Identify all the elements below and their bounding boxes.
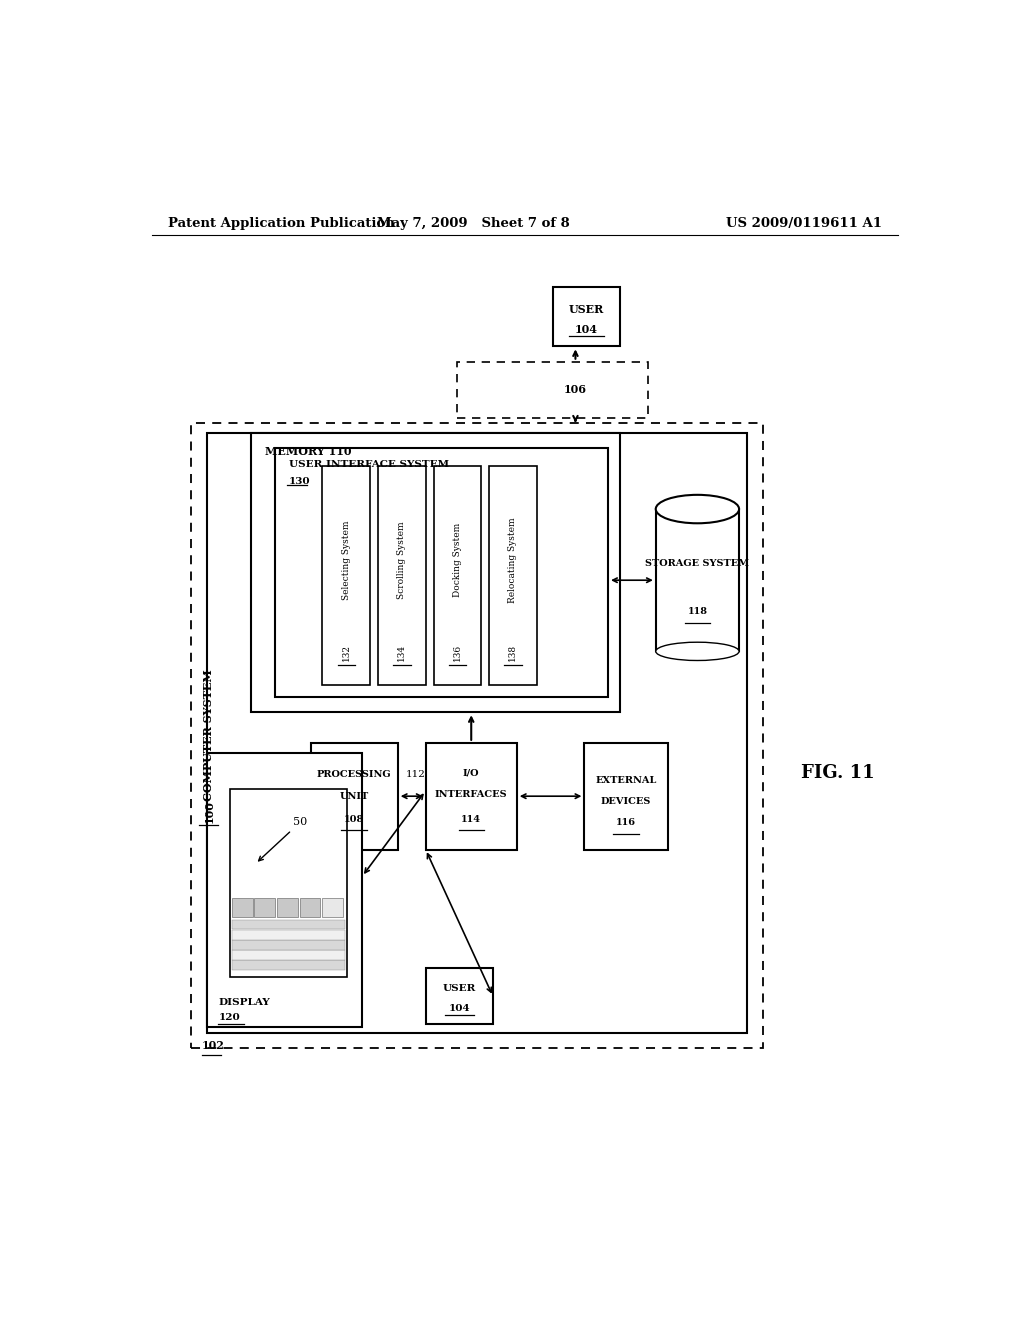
Text: 112: 112 [406,771,425,779]
Text: DEVICES: DEVICES [601,797,651,807]
Text: DISPLAY: DISPLAY [218,998,270,1007]
FancyBboxPatch shape [426,743,517,850]
FancyBboxPatch shape [232,960,345,970]
Text: EXTERNAL: EXTERNAL [595,776,656,784]
Text: STORAGE SYSTEM: STORAGE SYSTEM [645,558,750,568]
Text: USER: USER [568,305,604,315]
FancyBboxPatch shape [310,743,397,850]
Text: COMPUTER SYSTEM: COMPUTER SYSTEM [204,669,214,801]
Text: 136: 136 [453,644,462,661]
Text: 100: 100 [204,800,214,822]
FancyBboxPatch shape [655,510,739,651]
Text: Scrolling System: Scrolling System [397,521,407,599]
Text: 102: 102 [202,1040,224,1051]
Text: Patent Application Publication: Patent Application Publication [168,216,394,230]
Text: 134: 134 [397,644,407,661]
FancyBboxPatch shape [553,288,620,346]
FancyBboxPatch shape [378,466,426,685]
FancyBboxPatch shape [323,898,343,917]
Text: USER: USER [442,983,476,993]
Text: Relocating System: Relocating System [508,517,517,603]
Text: FIG. 11: FIG. 11 [802,764,876,783]
FancyBboxPatch shape [274,447,608,697]
FancyBboxPatch shape [232,940,345,949]
Text: 104: 104 [574,325,598,335]
FancyBboxPatch shape [585,743,668,850]
Text: INTERFACES: INTERFACES [435,789,508,799]
Text: Selecting System: Selecting System [342,520,351,601]
FancyBboxPatch shape [458,362,648,417]
Text: 106: 106 [564,384,587,395]
Text: 114: 114 [461,816,481,824]
Text: UNIT: UNIT [340,792,369,801]
FancyBboxPatch shape [426,969,494,1024]
Text: 104: 104 [449,1005,470,1014]
Text: US 2009/0119611 A1: US 2009/0119611 A1 [726,216,882,230]
FancyBboxPatch shape [251,433,620,713]
FancyBboxPatch shape [232,920,345,929]
Text: USER INTERFACE SYSTEM: USER INTERFACE SYSTEM [289,461,450,470]
Text: May 7, 2009   Sheet 7 of 8: May 7, 2009 Sheet 7 of 8 [377,216,569,230]
Text: Docking System: Docking System [453,523,462,598]
FancyBboxPatch shape [232,950,345,960]
Text: PROCESSING: PROCESSING [316,771,391,779]
Text: I/O: I/O [463,768,479,777]
FancyBboxPatch shape [278,898,298,917]
FancyBboxPatch shape [232,898,253,917]
FancyBboxPatch shape [255,898,275,917]
Text: MEMORY 110: MEMORY 110 [265,446,352,457]
FancyBboxPatch shape [323,466,370,685]
FancyBboxPatch shape [433,466,481,685]
Text: 116: 116 [616,818,636,828]
FancyBboxPatch shape [207,752,362,1027]
FancyBboxPatch shape [229,788,347,977]
Text: 132: 132 [342,644,351,660]
Text: 108: 108 [344,816,365,824]
Ellipse shape [655,495,739,523]
Text: 130: 130 [289,477,310,486]
Text: 120: 120 [218,1012,241,1022]
FancyBboxPatch shape [207,433,748,1032]
Text: 138: 138 [508,644,517,661]
FancyBboxPatch shape [232,929,345,940]
Text: 118: 118 [687,607,708,616]
Text: 50: 50 [259,817,307,861]
FancyBboxPatch shape [489,466,537,685]
Ellipse shape [655,643,739,660]
FancyBboxPatch shape [300,898,321,917]
FancyBboxPatch shape [191,422,763,1048]
